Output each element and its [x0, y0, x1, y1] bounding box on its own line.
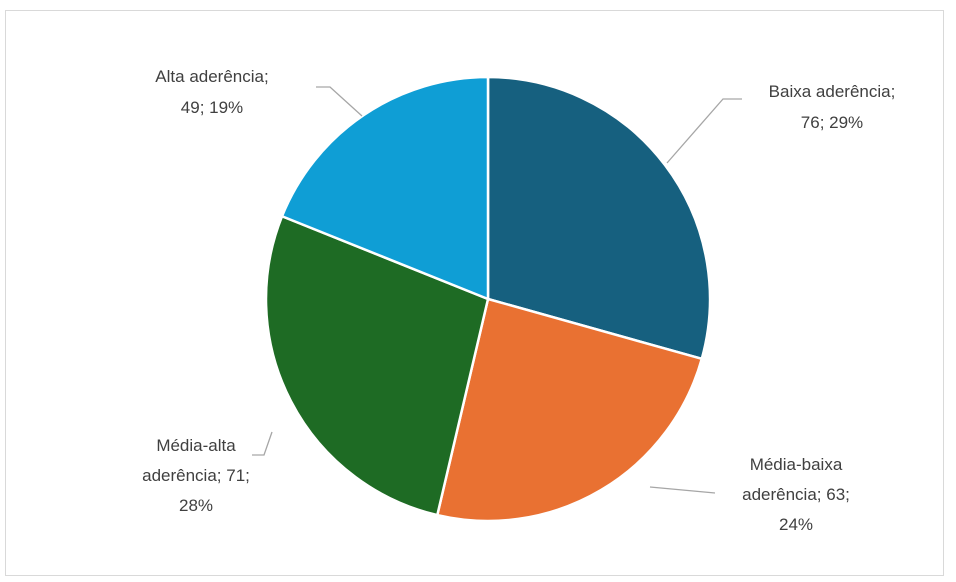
pie-slice-baixa-aderencia: [486, 75, 712, 361]
data-label-media-baixa-aderencia: Média-baixa aderência; 63; 24%: [742, 455, 850, 534]
data-label-line: 49; 19%: [181, 98, 243, 117]
leader-line-media-baixa-aderencia: [649, 486, 716, 494]
leader-line-media-alta-aderencia: [252, 431, 273, 456]
data-labels: Baixa aderência; 76; 29% Média-baixa aderên…: [142, 67, 895, 534]
pie-slice-alta-aderencia: [280, 75, 490, 301]
data-label-line: aderência; 63;: [742, 485, 850, 504]
data-label-line: Alta aderência;: [155, 67, 268, 86]
leader-line-baixa-aderencia: [666, 98, 742, 164]
leader-line-alta-aderencia: [316, 86, 363, 117]
pie-slice-media-baixa-aderencia: [436, 297, 704, 523]
data-label-line: 24%: [779, 515, 813, 534]
data-label-media-alta-aderencia: Média-alta aderência; 71; 28%: [142, 436, 250, 515]
pie-slices: [264, 75, 712, 523]
data-label-line: Média-baixa: [750, 455, 843, 474]
leader-lines: [252, 86, 742, 494]
data-label-line: 28%: [179, 496, 213, 515]
data-label-baixa-aderencia: Baixa aderência; 76; 29%: [769, 82, 896, 132]
data-label-line: Média-alta: [156, 436, 236, 455]
pie-slice-media-alta-aderencia: [264, 214, 490, 517]
data-label-line: 76; 29%: [801, 113, 863, 132]
data-label-line: aderência; 71;: [142, 466, 250, 485]
data-label-line: Baixa aderência;: [769, 82, 896, 101]
data-label-alta-aderencia: Alta aderência; 49; 19%: [155, 67, 268, 117]
